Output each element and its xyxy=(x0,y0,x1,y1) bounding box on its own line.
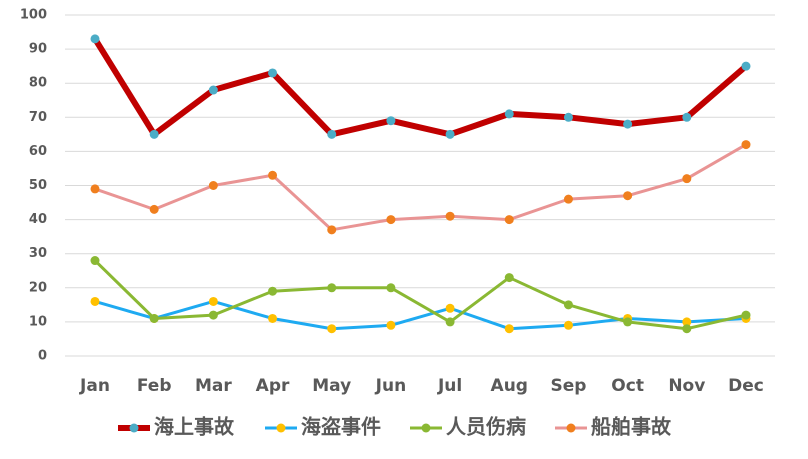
point xyxy=(90,184,100,194)
x-tick-label: May xyxy=(312,376,351,396)
series-line xyxy=(94,299,747,331)
point xyxy=(149,313,159,323)
y-tick-label: 70 xyxy=(29,110,47,125)
y-tick-label: 80 xyxy=(29,76,47,91)
series-line xyxy=(92,37,748,138)
point xyxy=(741,310,751,320)
legend-label: 海盗事件 xyxy=(301,415,381,439)
point xyxy=(682,174,692,184)
point xyxy=(327,225,337,235)
y-tick-label: 0 xyxy=(38,349,47,364)
point xyxy=(563,300,573,310)
point xyxy=(327,324,337,334)
point xyxy=(563,112,573,122)
y-tick-label: 10 xyxy=(29,314,47,329)
point xyxy=(504,273,514,283)
x-tick-label: Sep xyxy=(550,376,586,396)
legend-marker xyxy=(276,423,286,433)
legend-label: 海上事故 xyxy=(154,415,235,439)
y-tick-label: 40 xyxy=(29,212,47,227)
y-tick-label: 60 xyxy=(29,144,47,159)
x-tick-label: Feb xyxy=(137,376,172,396)
point xyxy=(623,317,633,327)
point xyxy=(208,181,218,190)
point xyxy=(208,296,218,306)
y-tick-label: 30 xyxy=(29,246,47,261)
point xyxy=(386,215,396,225)
point xyxy=(741,61,751,71)
legend-marker xyxy=(566,423,576,433)
point xyxy=(741,140,751,150)
x-tick-label: Jun xyxy=(375,376,407,396)
point xyxy=(623,191,633,201)
legend-label: 人员伤病 xyxy=(446,415,526,439)
point xyxy=(90,256,100,266)
x-tick-label: Jul xyxy=(437,376,462,396)
x-tick-label: Jan xyxy=(79,376,110,396)
point xyxy=(327,129,337,139)
x-tick-label: Mar xyxy=(195,376,232,396)
point xyxy=(149,204,159,214)
point xyxy=(504,215,514,225)
x-tick-label: Apr xyxy=(256,376,290,396)
x-tick-label: Nov xyxy=(668,376,705,396)
point xyxy=(563,194,573,204)
point xyxy=(445,317,455,327)
point xyxy=(682,112,692,122)
point xyxy=(504,324,514,334)
y-tick-label: 50 xyxy=(29,178,47,193)
point xyxy=(149,129,159,139)
point xyxy=(386,320,396,330)
point xyxy=(682,317,692,327)
point xyxy=(682,324,692,334)
y-tick-label: 100 xyxy=(20,8,47,23)
y-tick-label: 20 xyxy=(29,280,47,295)
series-line xyxy=(93,259,747,331)
point xyxy=(386,283,396,293)
point xyxy=(90,34,100,44)
legend-marker xyxy=(421,423,431,433)
point xyxy=(208,310,218,320)
point xyxy=(327,283,337,293)
y-tick-label: 90 xyxy=(29,42,47,57)
point xyxy=(268,286,278,296)
x-tick-label: Dec xyxy=(728,376,764,396)
point xyxy=(386,116,396,126)
point xyxy=(90,296,100,306)
point xyxy=(268,68,278,78)
point xyxy=(268,170,278,180)
legend-label: 船舶事故 xyxy=(591,415,672,439)
x-tick-label: Oct xyxy=(611,376,644,396)
point xyxy=(563,320,573,330)
point xyxy=(623,119,633,129)
point xyxy=(504,109,514,119)
point xyxy=(208,85,218,95)
point xyxy=(268,313,278,323)
series-line xyxy=(94,143,747,232)
point xyxy=(445,129,455,139)
point xyxy=(445,303,455,313)
point xyxy=(445,211,455,221)
legend-marker xyxy=(129,423,139,433)
x-tick-label: Aug xyxy=(491,376,528,396)
